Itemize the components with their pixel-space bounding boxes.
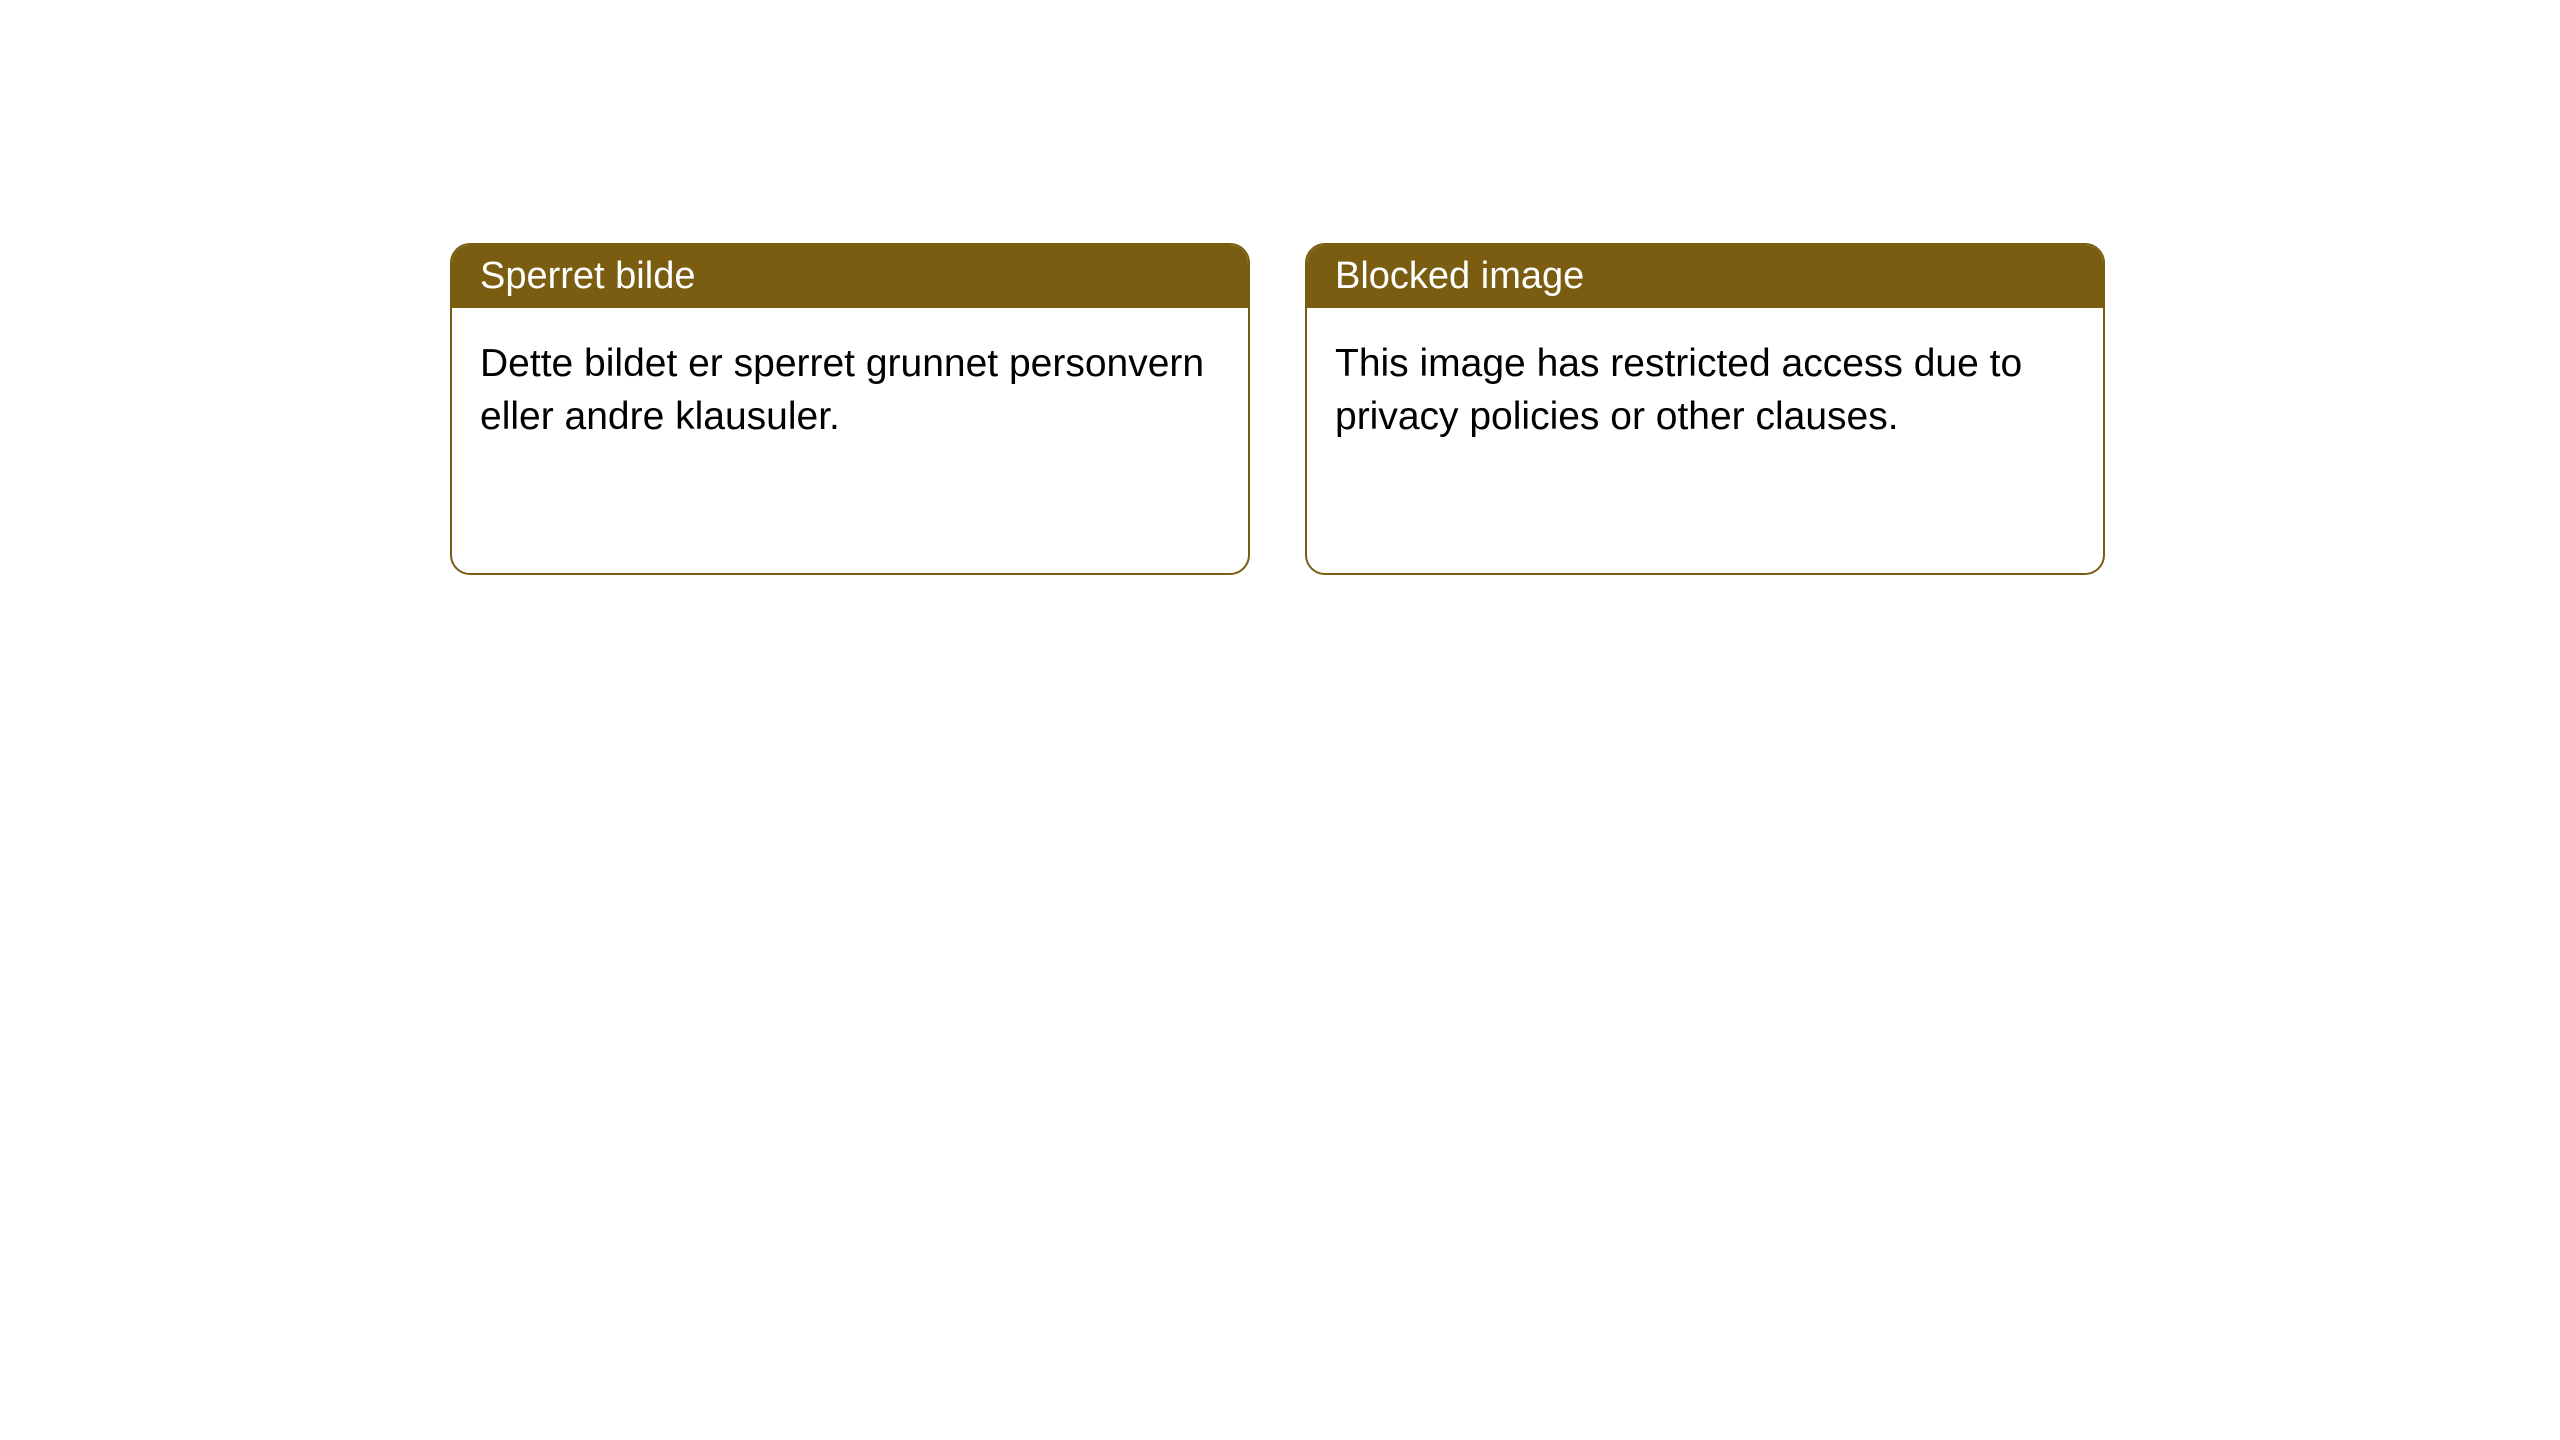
notice-card-norwegian: Sperret bilde Dette bildet er sperret gr… (450, 243, 1250, 575)
notice-container: Sperret bilde Dette bildet er sperret gr… (0, 0, 2560, 575)
notice-title: Blocked image (1307, 245, 2103, 308)
notice-body: Dette bildet er sperret grunnet personve… (452, 308, 1248, 473)
notice-card-english: Blocked image This image has restricted … (1305, 243, 2105, 575)
notice-title: Sperret bilde (452, 245, 1248, 308)
notice-body: This image has restricted access due to … (1307, 308, 2103, 473)
